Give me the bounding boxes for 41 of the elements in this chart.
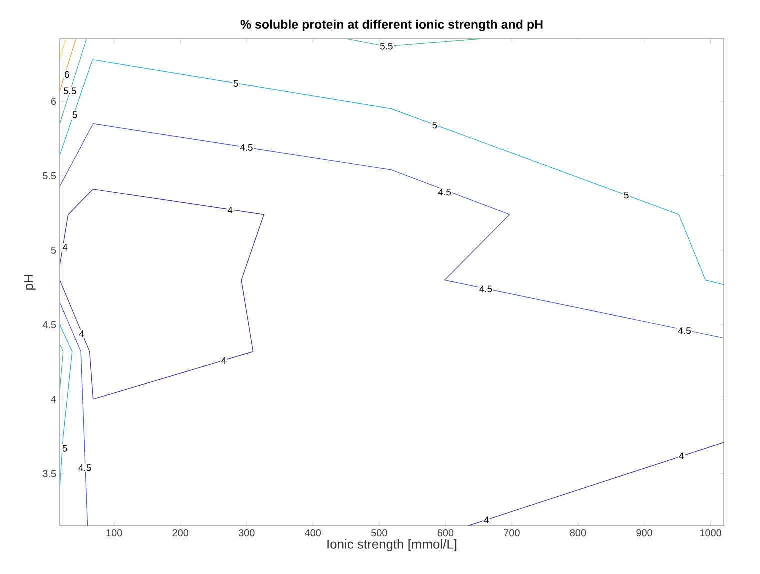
chart-title: % soluble protein at different ionic strength and pH [240,20,543,32]
x-tick-label: 700 [504,530,520,537]
x-tick-label: 1000 [700,530,722,537]
x-tick-label: 100 [106,530,122,537]
annotation: 4 [484,516,490,524]
annotation: 4 [62,244,68,251]
annotation: 5 [432,122,438,129]
annotation: 4 [228,207,233,214]
annotation: 4.5 [438,189,452,196]
y-tick-label: 3.5 [43,470,56,478]
annotation: 5.5 [64,88,76,94]
x-tick-label: 500 [372,530,388,537]
annotation: 4.5 [480,286,492,292]
annotation: 4 [679,452,684,460]
annotation: 5 [234,80,238,87]
line-series [60,189,264,400]
line-series [60,59,724,286]
x-tick-label: 200 [172,530,189,537]
annotation: 5 [72,112,78,118]
x-tick-label: 400 [305,530,322,537]
annotation: 4 [79,330,84,338]
annotation: 4 [222,357,226,364]
annotation: 4.5 [240,144,253,152]
x-tick-label: 600 [438,530,454,537]
y-tick-label: 5.5 [43,172,56,180]
y-tick-label: 6 [51,98,56,106]
annotation: 4.5 [78,464,92,472]
annotation: 4.5 [678,328,691,334]
x-tick-label: 800 [570,530,586,537]
x-tick-label: 900 [636,530,652,537]
x-axis-title: Ionic strength [mmol/L] [328,539,457,552]
y-tick-label: 5 [51,246,56,254]
x-tick-label: 300 [238,530,255,537]
y-tick-label: 4.5 [42,321,56,328]
annotation: 6 [64,71,70,78]
line-series [60,324,73,488]
y-axis-title: pH [24,275,36,290]
annotation: 5 [62,445,68,452]
y-tick-label: 4 [51,396,56,403]
line-series [60,124,724,339]
annotation: 5 [624,192,629,199]
